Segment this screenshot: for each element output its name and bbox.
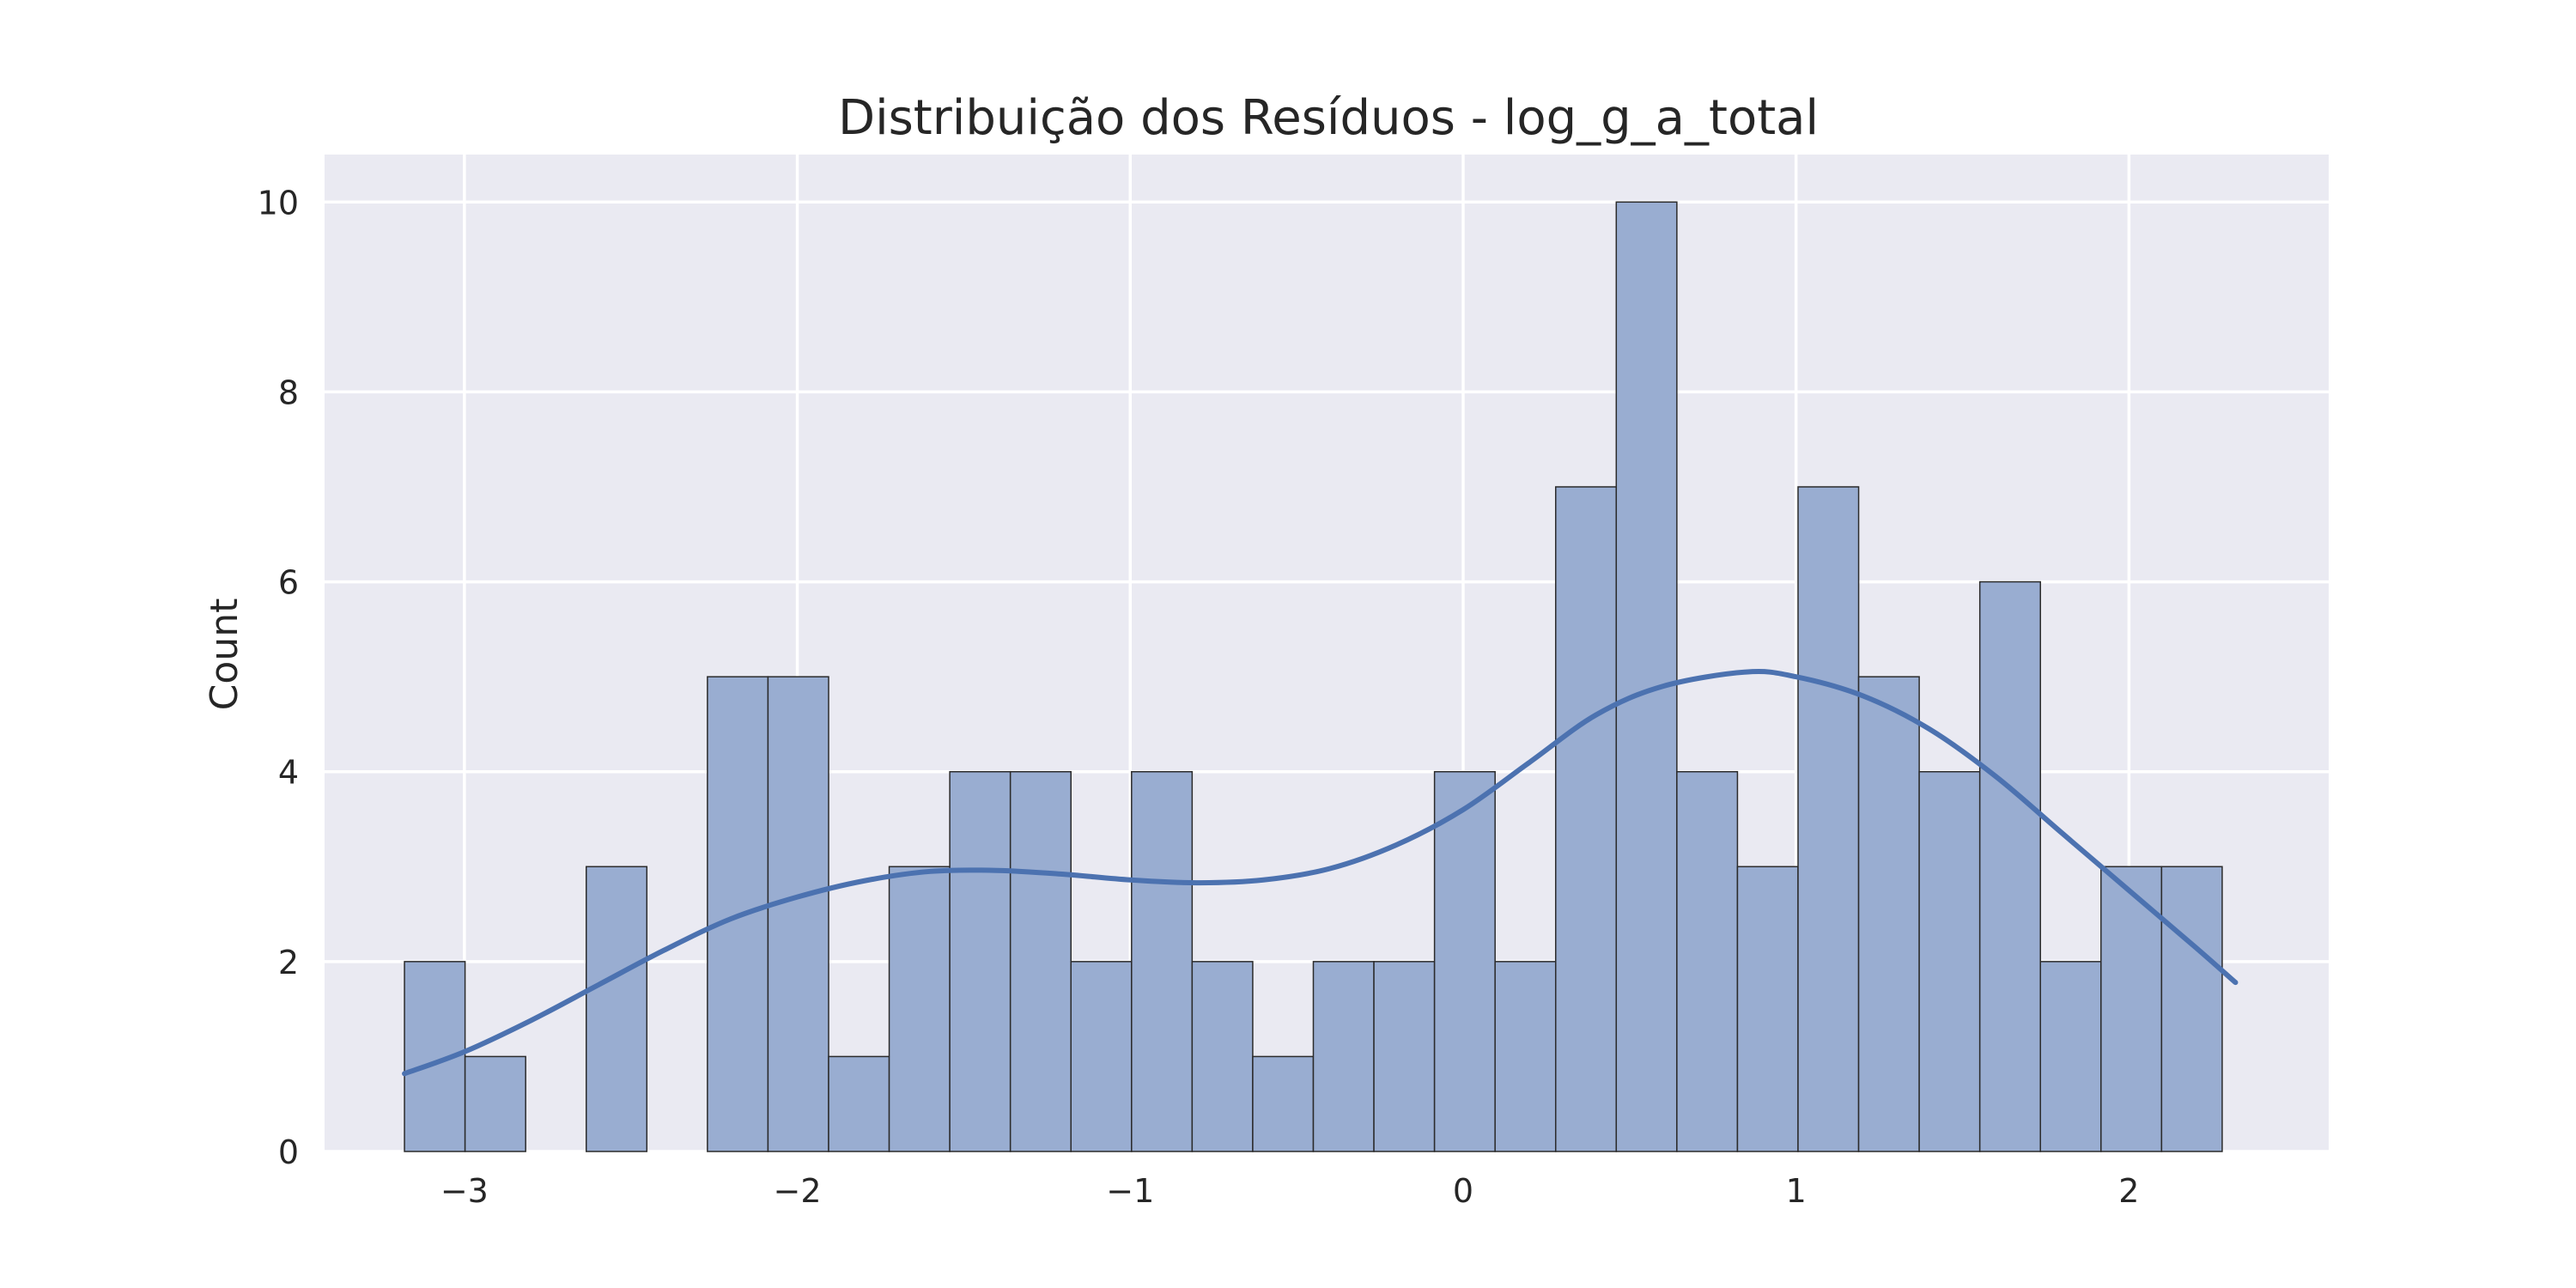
histogram-bar-28 [2100,866,2163,1152]
x-tick-label-3: 0 [1453,1172,1473,1210]
x-tick-label-5: 2 [2118,1172,2139,1210]
histogram-bar-22 [1736,866,1799,1152]
histogram-bar-24 [1857,676,1920,1152]
y-tick-label-3: 6 [278,564,299,602]
histogram-bar-11 [1070,961,1133,1152]
y-tick-label-4: 8 [278,374,299,411]
y-axis-ticks: 0 2 4 6 8 10 [258,184,299,1171]
histogram-bar-6 [767,676,829,1152]
kde-curve-group [402,669,2239,1077]
histogram-bar-29 [2160,866,2223,1152]
x-tick-label-1: −2 [774,1172,822,1210]
histogram-bar-21 [1676,770,1739,1152]
histogram-bar-26 [1978,580,2041,1152]
histogram-bar-14 [1252,1055,1315,1152]
histogram-bar-18 [1494,961,1557,1152]
histogram-bar-7 [828,1055,890,1152]
kde-line [402,669,2239,1077]
histogram-bar-10 [1009,770,1072,1152]
y-tick-label-1: 2 [278,944,299,981]
histogram-bar-1 [464,1055,526,1152]
histogram-bar-19 [1554,486,1618,1152]
chart-title: Distribuição dos Resíduos - log_g_a_tota… [838,90,1819,146]
histogram-bar-27 [2039,961,2102,1152]
histogram-bar-23 [1797,486,1860,1152]
histogram-bar-16 [1373,961,1436,1152]
histogram-bar-9 [949,770,1012,1152]
histogram-bar-3 [585,866,648,1152]
y-tick-label-5: 10 [258,184,299,222]
histogram-bar-17 [1433,770,1496,1152]
histogram-bars [404,201,2223,1152]
x-tick-label-2: −1 [1106,1172,1154,1210]
histogram-bar-13 [1191,961,1254,1152]
histogram-bar-15 [1312,961,1375,1152]
y-tick-label-0: 0 [278,1133,299,1171]
y-axis-label: Count [203,598,246,711]
histogram-bar-20 [1615,201,1678,1152]
x-tick-label-4: 1 [1786,1172,1807,1210]
histogram-bar-8 [888,866,951,1152]
histogram-bar-12 [1131,770,1194,1152]
y-tick-label-2: 4 [278,754,299,792]
x-tick-label-0: −3 [440,1172,489,1210]
histogram-bar-25 [1918,770,1981,1152]
x-axis-ticks: −3 −2 −1 0 1 2 [440,1172,2140,1210]
